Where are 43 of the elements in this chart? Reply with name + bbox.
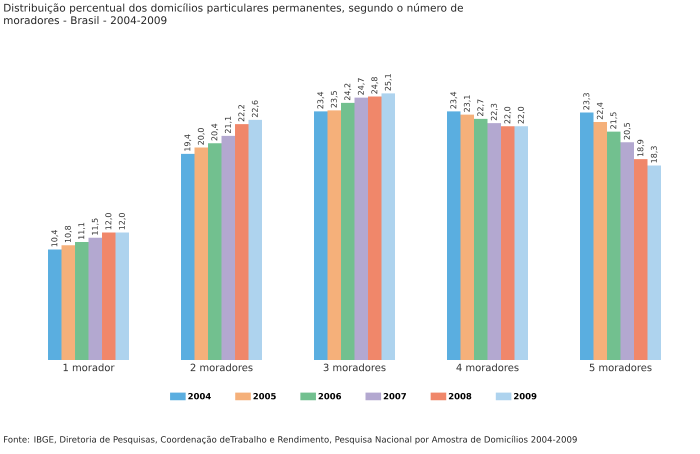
- bar: [474, 118, 488, 360]
- bar: [514, 126, 528, 360]
- legend-label: 2006: [318, 392, 342, 400]
- bar: [620, 142, 634, 360]
- bar: [580, 112, 594, 360]
- x-tick-label: 1 morador: [64, 363, 115, 372]
- x-tick-label: 2 moradores: [190, 363, 253, 372]
- bar: [501, 126, 515, 360]
- bar: [102, 232, 116, 360]
- x-tick-label: 3 moradores: [324, 363, 386, 372]
- bar: [248, 120, 262, 360]
- legend-label: 2007: [384, 392, 406, 400]
- source-note: Fonte: IBGE, Diretoria de Pesquisas, Coordenação deTrabalho e Rendimento, Pesquisa Nacional por Amostra de Domicílios 2004-2009: [4, 436, 577, 444]
- bar: [208, 143, 222, 360]
- bar: [181, 154, 195, 360]
- legend-label: 2009: [514, 392, 536, 400]
- bar: [382, 93, 396, 360]
- bar: [368, 96, 382, 360]
- bar: [314, 111, 328, 360]
- bar: [88, 238, 102, 360]
- bar: [594, 122, 608, 360]
- bar: [48, 249, 62, 360]
- bar: [648, 166, 662, 360]
- bar: [75, 242, 89, 360]
- x-tick-label: 4 moradores: [456, 363, 519, 372]
- bar: [116, 232, 130, 360]
- bar: [194, 148, 208, 360]
- bar: [607, 132, 621, 360]
- bar: [460, 114, 474, 360]
- bar: [634, 159, 648, 360]
- bar: [341, 102, 355, 360]
- legend-label: 2008: [448, 392, 472, 400]
- bar: [447, 111, 461, 360]
- bar: [222, 136, 236, 360]
- bar: [354, 98, 368, 360]
- x-tick-label: 5 moradores: [590, 363, 652, 372]
- bar: [488, 123, 502, 360]
- bar: [235, 124, 249, 360]
- legend-label: 2005: [253, 392, 276, 400]
- bar: [328, 110, 342, 360]
- chart-title: Distribuição percentual dos domicílios particulares permanentes, segundo o número de moradores - Brasil - 2004-2009: [4, 3, 463, 24]
- bar: [62, 245, 76, 360]
- legend-label: 2004: [188, 392, 211, 400]
